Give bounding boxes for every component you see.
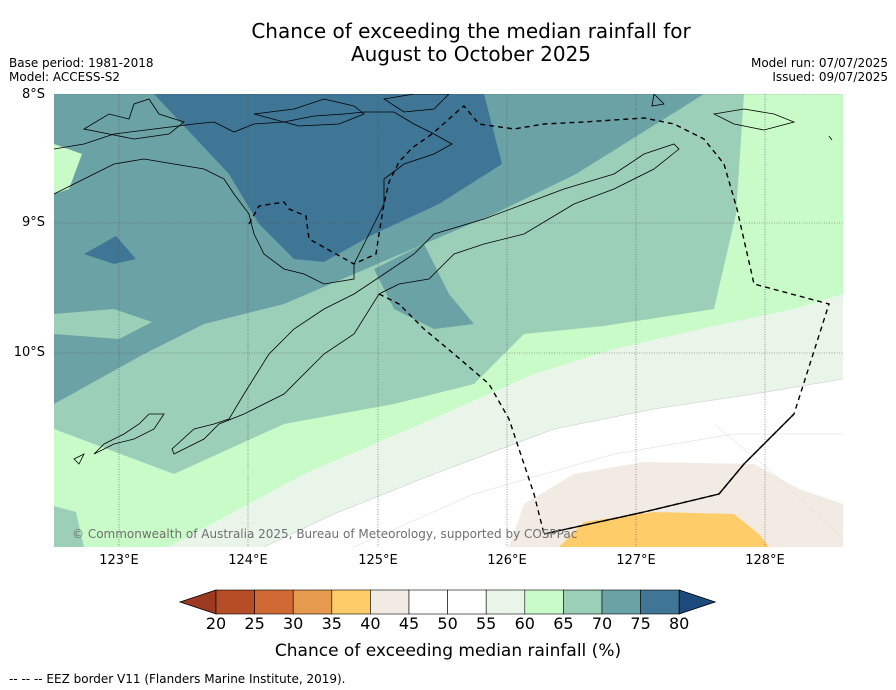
colorbar-tick-label: 70 — [591, 614, 613, 633]
colorbar-tick-label: 20 — [205, 614, 227, 633]
lat-label-9s: 9°S — [21, 215, 45, 230]
zone-65-70-inset — [54, 309, 152, 339]
meta-left: Base period: 1981-2018 Model: ACCESS-S2 — [9, 56, 154, 84]
colorbar-segment — [524, 589, 564, 615]
colorbar-segment — [485, 589, 526, 615]
rainfall-map — [54, 94, 843, 547]
colorbar-tick-label: 30 — [283, 614, 304, 633]
lon-label-127e: 127°E — [616, 553, 656, 568]
model-name: Model: ACCESS-S2 — [9, 70, 121, 84]
lat-label-10s: 10°S — [13, 345, 45, 360]
colorbar-under-arrow — [178, 589, 217, 615]
colorbar-segment — [370, 589, 410, 615]
colorbar-tick-label: 25 — [244, 614, 265, 633]
colorbar-tick-label: 55 — [476, 614, 497, 633]
zone-35-40 — [559, 512, 769, 547]
eez-border — [248, 105, 830, 535]
colorbar-segment — [408, 589, 448, 615]
colorbar-tick-label: 80 — [669, 614, 690, 633]
colorbar-tick-label: 65 — [553, 614, 574, 633]
colorbar-tick-label: 45 — [398, 614, 420, 633]
colorbar-segment — [331, 589, 371, 615]
title-line-1: Chance of exceeding the median rainfall … — [251, 19, 691, 43]
colorbar-segment — [292, 589, 333, 615]
colorbar-segment — [447, 589, 487, 615]
zone-75-80 — [154, 94, 502, 262]
zone-70-75 — [54, 94, 704, 404]
title-line-2: August to October 2025 — [350, 42, 592, 66]
colorbar-segment — [254, 589, 294, 615]
model-run: Model run: 07/07/2025 — [750, 56, 888, 70]
map-title: Chance of exceeding the median rainfall … — [0, 20, 896, 66]
lon-label-126e: 126°E — [487, 553, 527, 568]
colorbar-segment — [640, 589, 680, 615]
colorbar-tick-label: 35 — [321, 614, 342, 633]
eez-border-south — [378, 293, 545, 535]
eez-footnote: -- -- -- EEZ border V11 (Flanders Marine… — [9, 672, 346, 686]
lon-label-124e: 124°E — [228, 553, 268, 568]
lon-label-123e: 123°E — [99, 553, 139, 568]
colorbar-tick-label: 60 — [514, 614, 535, 633]
base-period: Base period: 1981-2018 — [9, 56, 154, 70]
colorbar-tick-label: 40 — [360, 614, 381, 633]
issued-date: Issued: 09/07/2025 — [772, 70, 888, 84]
zone-55-60 — [169, 294, 843, 547]
colorbar-segment — [563, 589, 603, 615]
meta-right: Model run: 07/07/2025 Issued: 09/07/2025 — [751, 56, 888, 84]
colorbar-tick-label: 75 — [630, 614, 651, 633]
coastline — [54, 94, 833, 465]
colorbar — [178, 589, 717, 615]
lat-label-8s: 8°S — [21, 87, 45, 102]
colorbar-label: Chance of exceeding median rainfall (%) — [274, 641, 622, 661]
lon-label-128e: 128°E — [745, 553, 785, 568]
colorbar-segment — [215, 589, 255, 615]
colorbar-tick-label: 50 — [437, 614, 458, 633]
colorbar-segment — [601, 589, 641, 615]
copyright-notice: © Commonwealth of Australia 2025, Bureau… — [72, 527, 578, 541]
colorbar-over-arrow — [678, 589, 717, 615]
lon-label-125e: 125°E — [358, 553, 398, 568]
